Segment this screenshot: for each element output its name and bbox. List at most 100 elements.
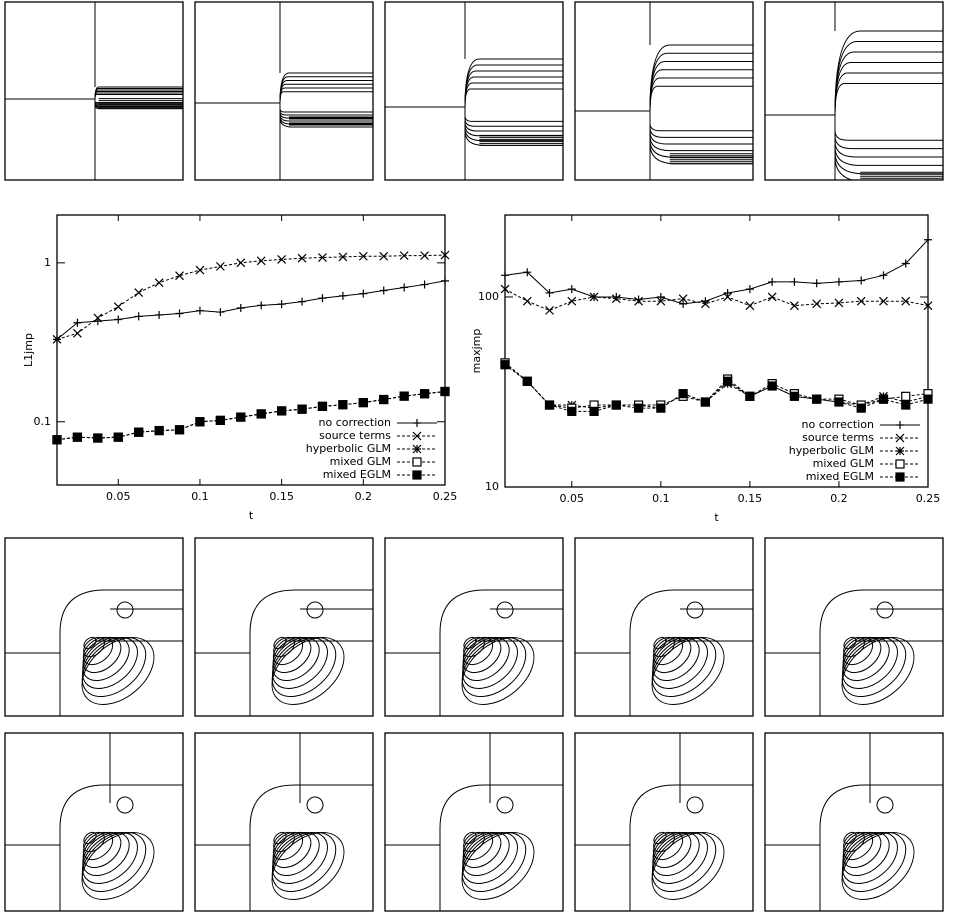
marker xyxy=(768,382,776,390)
marker xyxy=(568,297,576,305)
legend-label: mixed EGLM xyxy=(806,470,874,483)
contour-panel xyxy=(765,2,943,182)
marker xyxy=(724,289,732,297)
contour xyxy=(465,89,563,121)
chart: 0.050.10.150.20.250.11tL1jmpno correctio… xyxy=(22,215,457,522)
marker xyxy=(73,329,81,337)
marker xyxy=(114,433,122,441)
marker xyxy=(155,427,163,435)
marker xyxy=(135,428,143,436)
series-line xyxy=(57,255,445,339)
marker xyxy=(924,395,932,403)
y-tick-label: 0.1 xyxy=(34,415,52,428)
marker xyxy=(902,401,910,409)
legend-marker xyxy=(896,460,904,468)
contour xyxy=(835,73,943,149)
panel-frame xyxy=(5,538,183,716)
contour-group xyxy=(765,590,943,718)
contour-group xyxy=(765,2,943,182)
panel-frame xyxy=(385,733,563,911)
marker xyxy=(768,278,776,286)
contour-panel xyxy=(5,538,183,718)
marker xyxy=(902,392,910,400)
marker xyxy=(835,398,843,406)
marker xyxy=(546,306,554,314)
marker xyxy=(237,259,245,267)
contour-panel xyxy=(575,733,753,913)
x-tick-label: 0.05 xyxy=(560,492,585,505)
contour xyxy=(835,63,943,158)
marker xyxy=(612,401,620,409)
marker xyxy=(724,377,732,385)
marker xyxy=(501,361,509,369)
contour-panel xyxy=(195,2,373,180)
x-tick-label: 0.1 xyxy=(191,490,209,503)
contour xyxy=(687,797,703,813)
contour xyxy=(650,78,753,137)
contour xyxy=(650,53,753,157)
contour xyxy=(497,602,513,618)
marker xyxy=(176,309,184,317)
marker xyxy=(359,290,367,298)
contour xyxy=(465,59,563,145)
contour xyxy=(835,84,943,141)
contour xyxy=(877,602,893,618)
panel-frame xyxy=(575,538,753,716)
contour xyxy=(835,42,943,174)
legend-marker xyxy=(413,419,421,427)
marker xyxy=(421,281,429,289)
legend-marker xyxy=(896,421,904,429)
panel-frame xyxy=(5,733,183,911)
marker xyxy=(155,311,163,319)
contour-panel xyxy=(195,733,373,913)
marker xyxy=(568,407,576,415)
x-tick-label: 0.15 xyxy=(269,490,294,503)
panel-frame xyxy=(195,2,373,180)
contour-panel xyxy=(575,2,753,180)
marker xyxy=(400,283,408,291)
y-axis-label: L1jmp xyxy=(22,333,35,367)
legend-label: mixed GLM xyxy=(813,457,874,470)
figure: 0.050.10.150.20.250.11tL1jmpno correctio… xyxy=(0,0,955,917)
marker xyxy=(196,307,204,315)
marker xyxy=(339,292,347,300)
marker xyxy=(135,289,143,297)
marker xyxy=(196,266,204,274)
marker xyxy=(746,302,754,310)
marker xyxy=(421,390,429,398)
marker xyxy=(176,426,184,434)
contour-group xyxy=(385,2,563,180)
marker xyxy=(835,278,843,286)
contour-group xyxy=(385,590,563,718)
marker xyxy=(216,262,224,270)
marker xyxy=(657,404,665,412)
marker xyxy=(746,285,754,293)
x-tick-label: 0.1 xyxy=(652,492,670,505)
marker xyxy=(857,404,865,412)
contour xyxy=(280,92,373,112)
legend-marker xyxy=(413,471,421,479)
contour-group xyxy=(195,2,373,180)
series-line xyxy=(505,240,928,304)
contour xyxy=(465,65,563,141)
contour xyxy=(117,602,133,618)
marker xyxy=(421,252,429,260)
x-tick-label: 0.05 xyxy=(106,490,131,503)
x-axis-label: t xyxy=(714,511,719,524)
marker xyxy=(135,312,143,320)
marker xyxy=(94,434,102,442)
y-tick-label: 10 xyxy=(485,480,499,493)
contour xyxy=(307,602,323,618)
panel-frame xyxy=(575,733,753,911)
marker xyxy=(679,390,687,398)
legend-marker xyxy=(896,447,904,455)
panel-frame xyxy=(765,733,943,911)
contour xyxy=(497,797,513,813)
x-tick-label: 0.25 xyxy=(916,492,941,505)
contour-group xyxy=(5,733,183,913)
contour xyxy=(835,31,943,182)
marker xyxy=(257,301,265,309)
marker xyxy=(768,293,776,301)
marker xyxy=(216,416,224,424)
